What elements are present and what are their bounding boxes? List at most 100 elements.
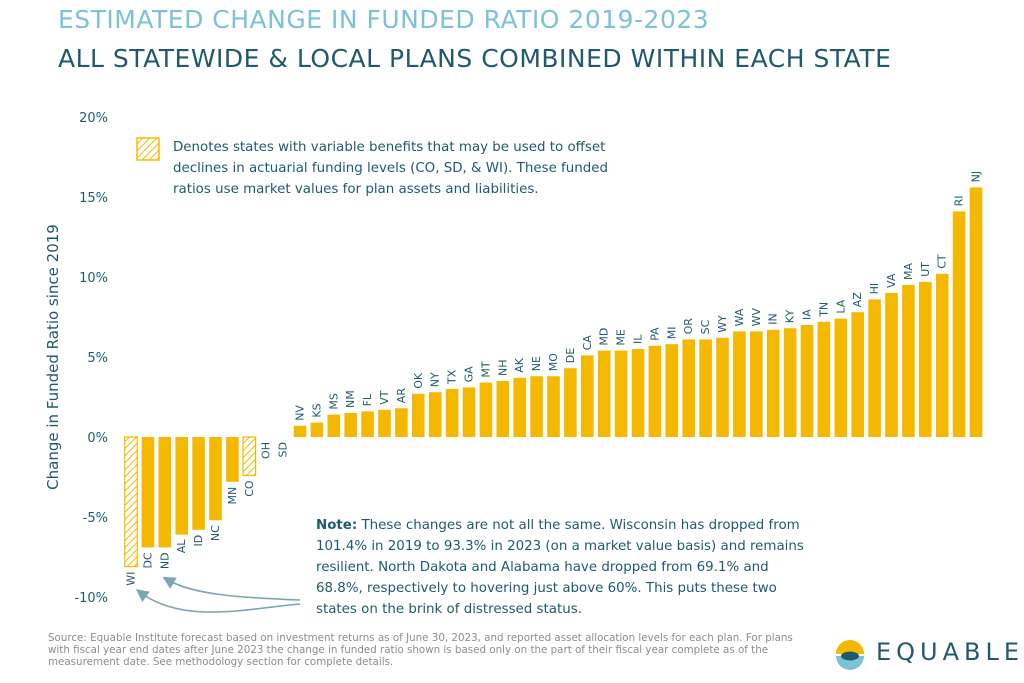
bar-mi (665, 344, 679, 437)
bar-label-la: LA (834, 299, 847, 313)
bar-ks (310, 422, 324, 437)
bar-tx (445, 389, 459, 437)
bar-va (885, 293, 898, 437)
bar-ma (902, 285, 915, 437)
bar-label-sd: SD (277, 442, 290, 457)
bar-id (192, 437, 205, 530)
bar-label-va: VA (885, 273, 898, 288)
y-tick-label: 10% (79, 271, 108, 286)
y-tick-label: 15% (79, 191, 108, 206)
bar-wy (716, 337, 729, 437)
bar-label-ks: KS (310, 403, 323, 417)
bar-label-sc: SC (699, 319, 712, 334)
bar-label-nm: NM (344, 390, 357, 408)
bar-nm (344, 413, 357, 437)
legend-text: Denotes states with variable benefits th… (173, 140, 608, 197)
bar-la (834, 318, 848, 437)
bar-ny (428, 392, 442, 437)
bar-az (851, 312, 864, 437)
bar-label-tx: TX (446, 369, 459, 385)
bar-wi (124, 436, 138, 568)
bar-pa (648, 345, 662, 437)
bar-co (242, 436, 257, 477)
bar-label-al: AL (175, 539, 188, 554)
bar-label-ia: IA (801, 309, 814, 320)
bar-vt (378, 409, 391, 437)
bar-label-wi: WI (125, 572, 138, 586)
bar-wv (750, 331, 763, 437)
bar-label-nd: ND (158, 552, 171, 569)
bar-label-ne: NE (530, 356, 543, 371)
bar-label-wa: WA (733, 308, 746, 326)
bar-label-az: AZ (851, 292, 864, 308)
bar-label-oh: OH (260, 442, 273, 459)
bar-ky (783, 328, 797, 437)
equable-logo-text: EQUABLE (876, 638, 1024, 666)
bar-in (766, 329, 780, 437)
bar-label-ri: RI (953, 196, 966, 207)
hatched-legend-swatch (136, 137, 160, 161)
bar-label-co: CO (243, 480, 256, 497)
bar-label-il: IL (632, 334, 645, 344)
bar-label-fl: FL (361, 393, 374, 406)
bar-label-dc: DC (141, 552, 154, 568)
bar-ga (462, 387, 476, 437)
bar-label-nv: NV (294, 405, 307, 421)
bar-label-nh: NH (496, 360, 509, 377)
bar-label-wv: WV (750, 308, 763, 327)
bar-nh (496, 381, 510, 437)
y-tick-label: 20% (79, 111, 108, 126)
bar-dc (141, 437, 155, 548)
y-tick-label: 0% (87, 431, 108, 446)
bar-label-tn: TN (817, 302, 830, 318)
bar-ca (581, 355, 594, 437)
note-arrow-wi (135, 589, 301, 613)
bar-tn (817, 321, 831, 437)
bar-nv (293, 425, 307, 437)
y-tick-label: -5% (83, 511, 108, 526)
y-tick-label: -10% (74, 591, 108, 606)
bar-label-nj: NJ (970, 171, 983, 182)
bar-nd (158, 437, 172, 548)
bar-label-me: ME (615, 329, 628, 345)
equable-logo-icon (836, 640, 864, 670)
bar-mn (226, 437, 239, 482)
bar-label-mt: MT (479, 361, 492, 377)
bar-label-ma: MA (902, 263, 915, 280)
bar-label-ok: OK (412, 372, 425, 389)
bar-al (175, 437, 188, 535)
bar-label-mo: MO (547, 353, 560, 371)
bar-wa (733, 331, 746, 437)
bar-nc (209, 437, 222, 521)
bar-label-md: MD (598, 328, 611, 346)
bar-label-ak: AK (513, 357, 526, 373)
bar-ok (412, 393, 425, 437)
bar-label-ar: AR (395, 388, 408, 404)
bar-ia (800, 325, 814, 437)
bar-ar (395, 408, 408, 437)
bar-ms (327, 414, 341, 437)
bar-or (682, 339, 695, 437)
bar-label-nc: NC (209, 525, 222, 541)
note-text: These changes are not all the same. Wisc… (316, 518, 804, 617)
bar-label-id: ID (192, 535, 205, 547)
bar-label-ct: CT (936, 254, 949, 269)
bar-label-vt: VT (378, 390, 391, 405)
bar-hi (868, 299, 881, 437)
bar-me (614, 350, 628, 437)
source-footnote: Source: Equable Institute forecast based… (48, 632, 793, 668)
bar-label-pa: PA (648, 327, 661, 341)
bar-label-ga: GA (463, 366, 476, 383)
bar-md (597, 350, 611, 437)
note-arrow-nd-al (162, 576, 301, 601)
bar-label-mn: MN (226, 487, 239, 505)
chart-title: ESTIMATED CHANGE IN FUNDED RATIO 2019-20… (58, 5, 710, 34)
bar-sc (699, 339, 712, 437)
bar-fl (361, 411, 374, 437)
bar-label-wy: WY (716, 315, 729, 333)
y-axis-title: Change in Funded Ratio since 2019 (44, 224, 62, 490)
bar-label-or: OR (682, 318, 695, 335)
bar-label-mi: MI (665, 326, 678, 339)
bar-label-ut: UT (919, 262, 932, 277)
